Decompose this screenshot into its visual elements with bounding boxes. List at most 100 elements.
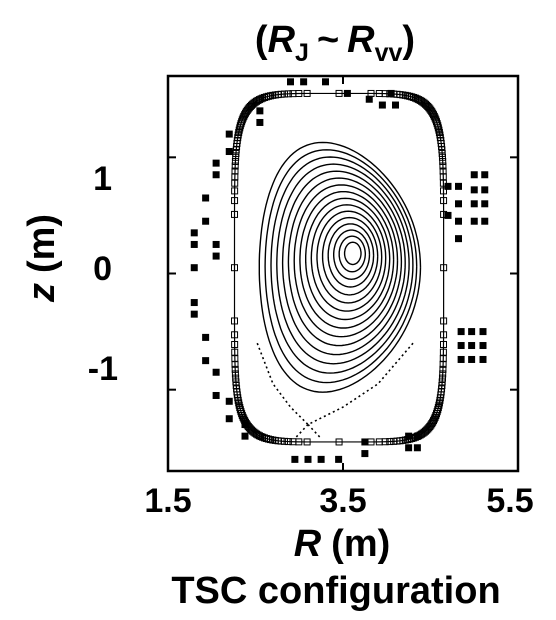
- coil-marker: [361, 450, 369, 458]
- flux-surface: [281, 170, 406, 356]
- vessel-wall-marker: [303, 438, 311, 446]
- coil-marker: [413, 444, 421, 452]
- flux-surface: [299, 190, 395, 329]
- figure-caption: TSC configuration: [171, 570, 500, 612]
- coil-marker: [287, 78, 294, 86]
- vessel-wall-marker: [435, 399, 443, 407]
- coil-marker: [212, 368, 220, 376]
- vessel-wall-marker: [432, 410, 440, 418]
- axis-ticks: [167, 76, 519, 471]
- vessel-wall-marker: [284, 438, 292, 446]
- coil-marker: [413, 432, 421, 440]
- coil-marker: [300, 78, 308, 86]
- vessel-wall-marker: [303, 89, 311, 97]
- separatrix-leg: [294, 423, 309, 440]
- vessel-wall-marker: [236, 406, 244, 414]
- coil-marker: [291, 455, 299, 463]
- coil-marker: [322, 78, 329, 86]
- flux-surface: [264, 149, 418, 384]
- coil-marker: [405, 432, 413, 440]
- vessel-wall-marker: [231, 348, 239, 356]
- coil-marker: [304, 455, 312, 463]
- vessel-wall-marker: [231, 331, 239, 339]
- title-open-paren: (: [255, 19, 268, 61]
- title-r-subscript-vv: vv: [375, 39, 403, 67]
- coil-marker: [241, 432, 249, 440]
- flux-surface: [343, 241, 362, 266]
- vessel-wall-marker: [434, 122, 442, 130]
- coil-marker: [361, 438, 369, 446]
- coil-marker: [470, 171, 478, 179]
- vessel-wall-marker: [289, 438, 297, 446]
- coil-marker: [256, 107, 264, 115]
- x-tick-label-3-5: 3.5: [319, 482, 366, 520]
- coil-marker: [225, 130, 233, 138]
- coil-marker: [457, 342, 465, 350]
- flux-surface: [316, 210, 383, 304]
- vessel-wall-marker: [235, 129, 243, 137]
- vessel-wall-marker: [238, 118, 246, 126]
- flux-surface: [270, 156, 414, 374]
- title-tilde: ~: [317, 19, 339, 61]
- vessel-wall-marker: [439, 157, 447, 165]
- separatrix-leg: [307, 342, 414, 426]
- vessel-wall-marker: [440, 331, 448, 339]
- coil-marker: [317, 455, 325, 463]
- coil-marker: [479, 342, 487, 350]
- coil-marker: [202, 217, 210, 225]
- coil-marker: [481, 200, 489, 208]
- vessel-wall-marker: [231, 210, 239, 218]
- coil-marker: [343, 89, 351, 97]
- coil-marker: [212, 252, 220, 260]
- flux-surface: [310, 204, 387, 312]
- coil-marker: [455, 217, 462, 225]
- coil-marker: [392, 101, 399, 109]
- flux-surface: [338, 235, 366, 273]
- coil-marker: [468, 328, 476, 336]
- vessel-wall-marker: [231, 264, 238, 272]
- coil-marker: [202, 194, 210, 202]
- coil-marker: [212, 240, 220, 248]
- vessel-wall-marker: [231, 317, 239, 325]
- coil-marker: [470, 200, 478, 208]
- coil-marker: [455, 235, 462, 243]
- plot-content: [190, 78, 489, 463]
- vessel-wall-marker: [375, 438, 383, 446]
- vessel-wall-marker: [262, 435, 270, 443]
- y-tick-label-0: 0: [93, 250, 112, 288]
- x-axis-label: R (m): [294, 523, 391, 565]
- coil-marker: [256, 118, 264, 126]
- coil-marker: [190, 264, 198, 272]
- x-tick-label-5-5: 5.5: [486, 482, 533, 520]
- coil-marker: [470, 217, 478, 225]
- coil-marker: [481, 217, 489, 225]
- coil-marker: [225, 415, 233, 423]
- vessel-wall-marker: [438, 149, 446, 157]
- coil-marker: [457, 328, 465, 336]
- x-axis-symbol: R: [294, 523, 322, 565]
- title-r-subscript-j: J: [295, 39, 309, 67]
- flux-surface: [258, 141, 422, 393]
- vessel-wall-marker: [232, 153, 240, 161]
- coil-marker: [190, 229, 198, 237]
- coil-marker: [470, 186, 478, 194]
- vessel-wall-marker: [439, 370, 447, 378]
- vessel-wall-marker: [439, 162, 447, 170]
- flux-surface: [321, 216, 379, 296]
- coil-marker: [365, 95, 373, 103]
- flux-surface: [327, 223, 375, 288]
- coil-marker: [455, 182, 462, 190]
- y-tick-label-minus-1: -1: [88, 350, 118, 388]
- vessel-wall-marker: [231, 365, 239, 373]
- vessel-wall-marker: [232, 149, 240, 157]
- coil-marker: [481, 171, 489, 179]
- flux-surface: [333, 229, 371, 281]
- coil-marker: [190, 240, 198, 248]
- coil-marker: [479, 328, 487, 336]
- vessel-wall-marker: [438, 153, 446, 161]
- vessel-wall-marker: [438, 378, 446, 386]
- plot-frame: [166, 74, 520, 473]
- vessel-wall-marker: [438, 374, 446, 382]
- flux-surface: [305, 197, 391, 321]
- vessel-wall-marker: [231, 340, 239, 348]
